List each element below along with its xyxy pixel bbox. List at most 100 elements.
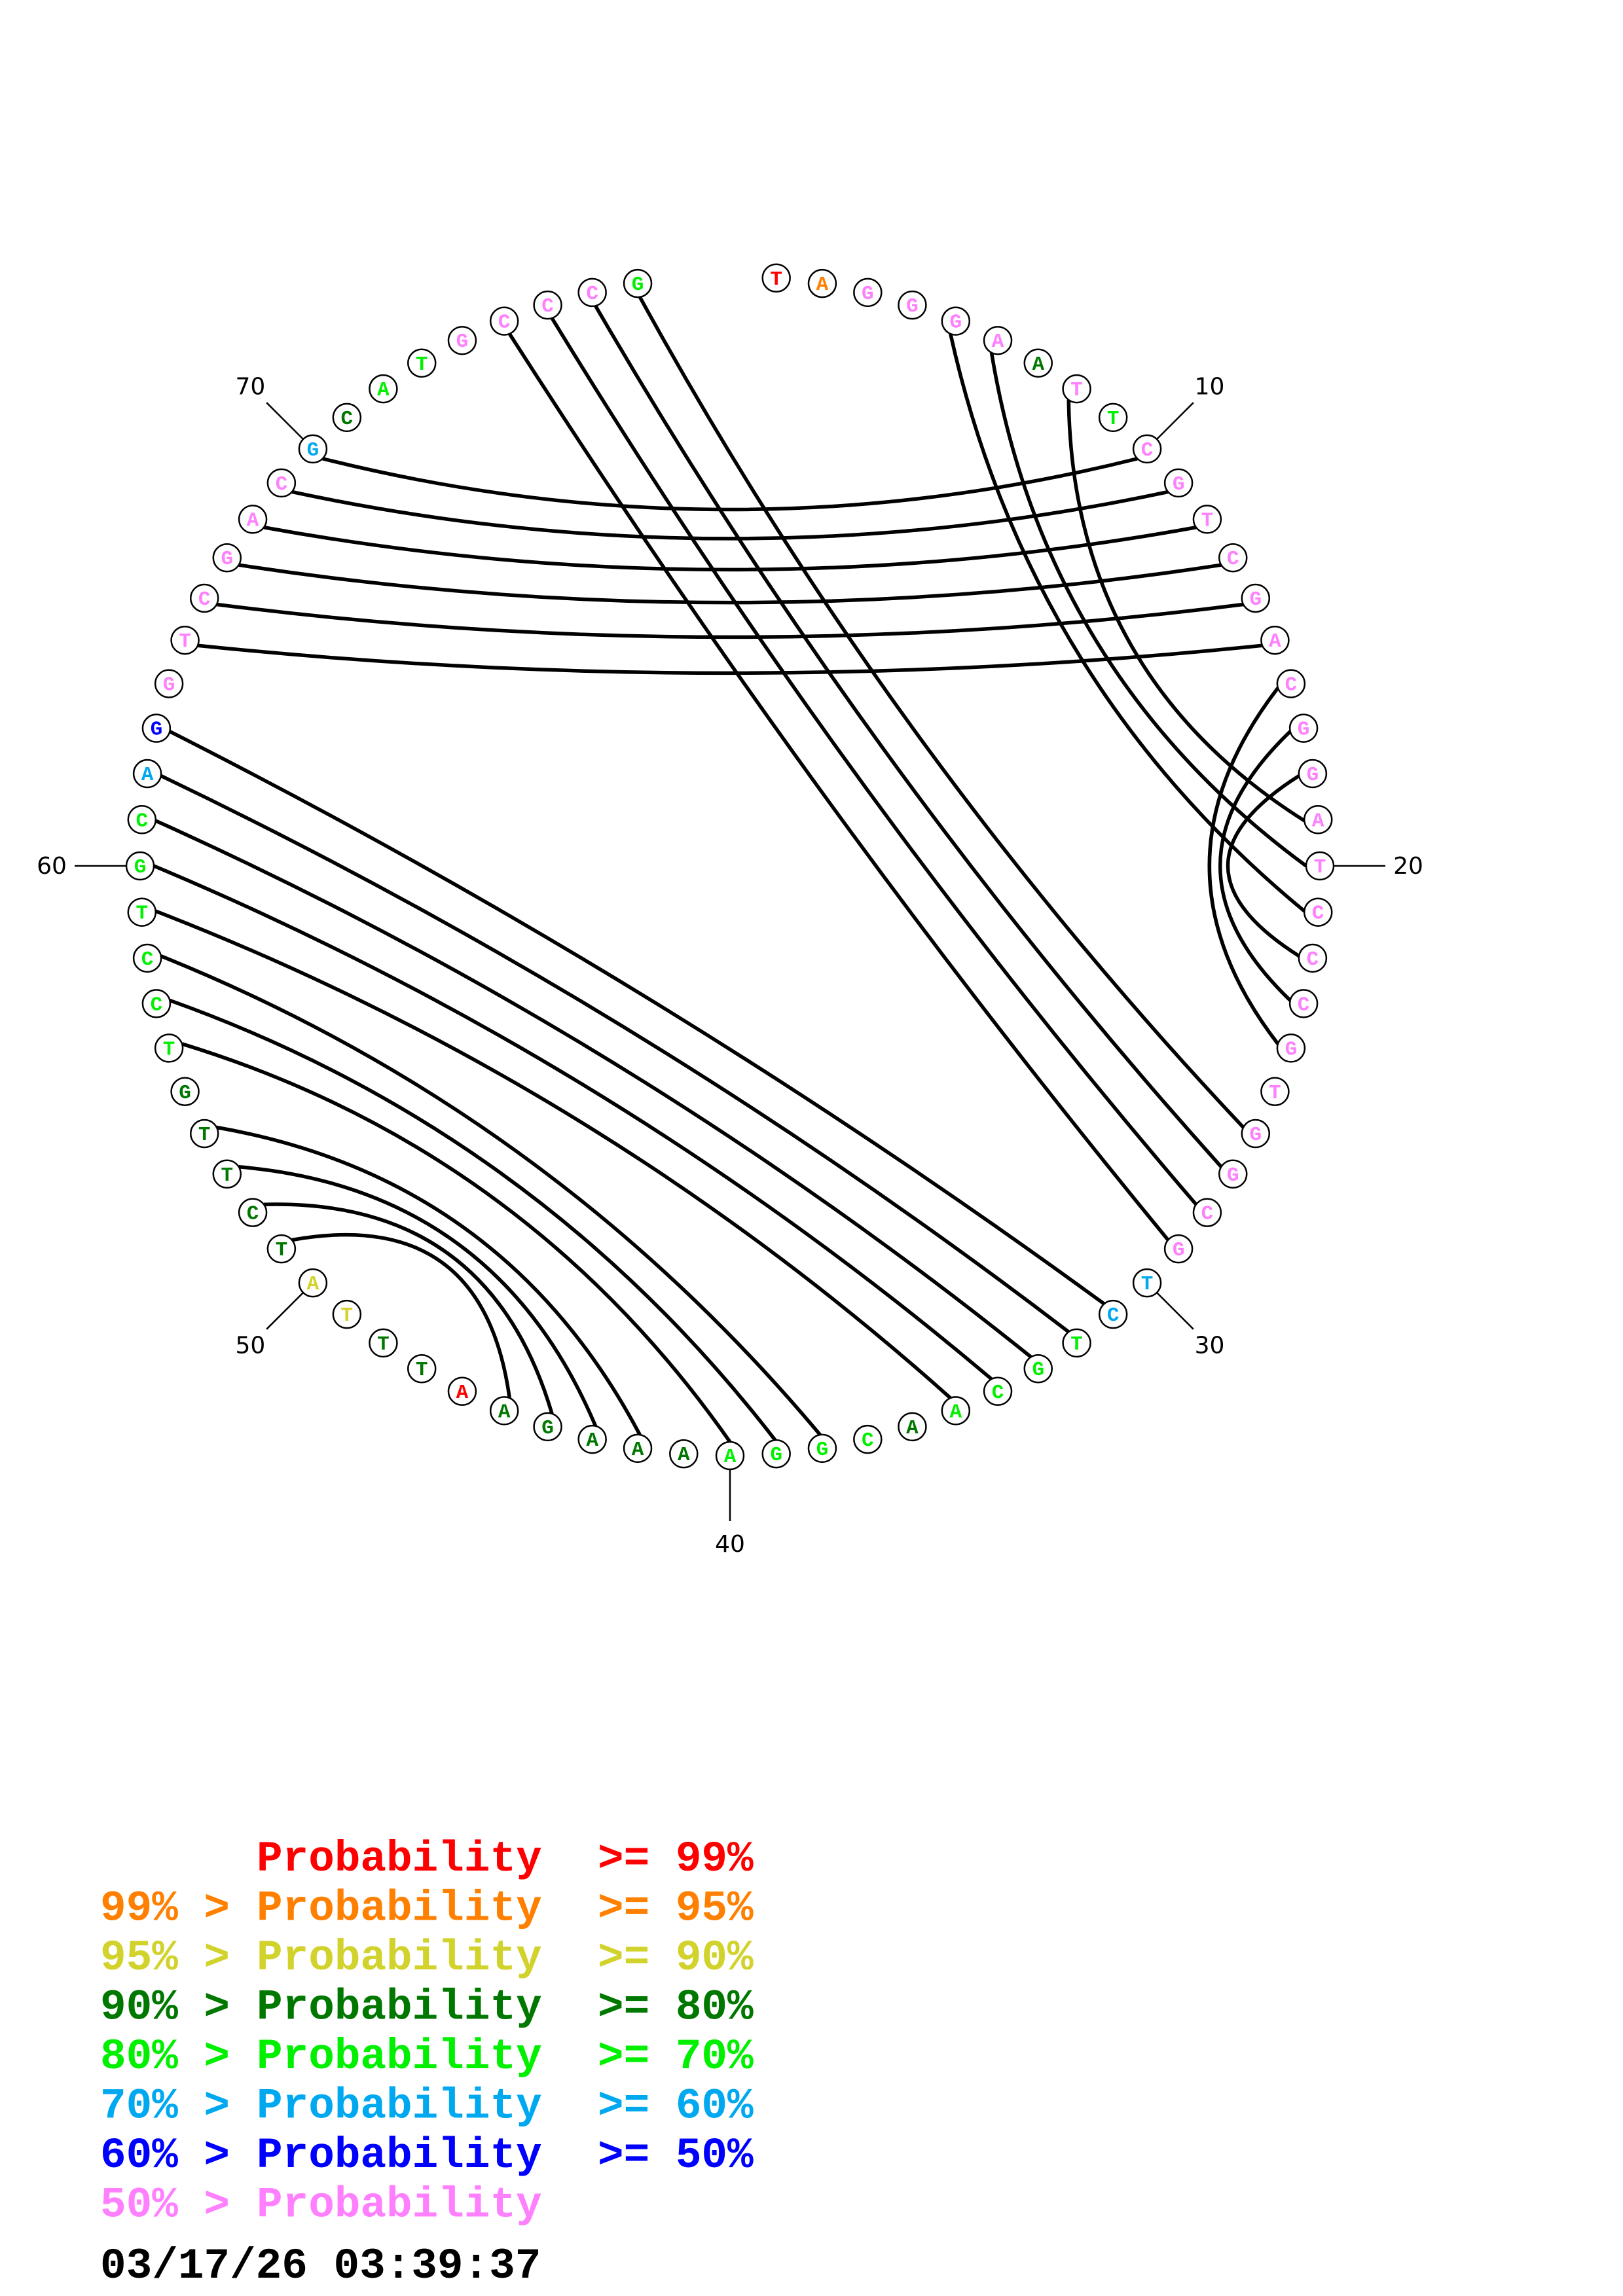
legend-label: Probability	[257, 1983, 542, 2032]
position-label: 60	[37, 853, 67, 880]
nucleotide-circle	[238, 1198, 268, 1227]
nucleotide-circle	[761, 263, 791, 293]
nucleotide-letter: T	[198, 1124, 211, 1147]
pair-arc-44-52	[263, 1202, 554, 1414]
nucleotide-circle	[1288, 989, 1319, 1018]
nucleotide: T	[761, 263, 791, 293]
nucleotide: A	[132, 759, 162, 789]
base-pair-arcs	[153, 296, 1307, 1443]
nucleotide-letter: G	[1227, 1164, 1239, 1187]
nucleotide-circle	[266, 468, 297, 498]
tick-line	[266, 1292, 304, 1330]
nucleotide-circle	[623, 1433, 653, 1463]
nucleotide: T	[266, 1234, 297, 1264]
position-ticks: 10 20 30 40 50 60 70	[37, 373, 1423, 1558]
nucleotide: T	[154, 1033, 184, 1063]
nucleotide-circle	[154, 669, 184, 698]
nucleotide-letter: A	[456, 1382, 469, 1405]
legend-prefix: 60% >	[100, 2131, 230, 2180]
legend-suffix: >= 70%	[598, 2032, 754, 2081]
nucleotide-circle	[898, 1412, 927, 1442]
nucleotide-circle	[1192, 505, 1222, 534]
pair-arc-35-59	[155, 909, 952, 1400]
nucleotide: G	[1163, 468, 1194, 498]
nucleotide: C	[1288, 989, 1319, 1018]
nucleotide-letter: C	[992, 1382, 1004, 1405]
position-label: 20	[1393, 853, 1423, 880]
legend-prefix: 99% >	[100, 1884, 230, 1933]
legend-suffix: >= 99%	[598, 1835, 754, 1884]
nucleotide-circle	[141, 989, 172, 1018]
tick-line	[1156, 1292, 1194, 1330]
nucleotide-letter: T	[770, 268, 782, 291]
probability-legend: Probability >= 99%99% > Probability >= 95%9…	[100, 1835, 754, 2230]
nucleotide: T	[1132, 1268, 1162, 1298]
nucleotide-letter: T	[1314, 856, 1326, 879]
nucleotide-letter: G	[179, 1082, 191, 1105]
nucleotide: A	[447, 1376, 477, 1407]
nucleotide-letter: G	[307, 439, 319, 462]
nucleotide: C	[1218, 543, 1248, 573]
nucleotide: T	[369, 1328, 398, 1358]
nucleotide-letter: G	[134, 856, 147, 879]
nucleotide: T	[1260, 1077, 1290, 1107]
legend-prefix: 50% >	[100, 2181, 230, 2230]
nucleotide: C	[127, 805, 157, 834]
nucleotide-letter: C	[1307, 948, 1319, 971]
legend-label: Probability	[257, 1884, 542, 1933]
nucleotide: C	[1132, 434, 1162, 464]
nucleotide: G	[1298, 759, 1328, 789]
nucleotide: T	[407, 1354, 437, 1384]
nucleotide: T	[170, 625, 200, 655]
nucleotide-letter: T	[1141, 1273, 1154, 1296]
nucleotide-letter: G	[1298, 719, 1310, 742]
nucleotide-letter: C	[341, 408, 354, 431]
nucleotide-circle	[1218, 543, 1248, 573]
nucleotide: C	[1192, 1198, 1222, 1227]
nucleotide: C	[141, 989, 172, 1018]
pair-arc-33-61	[155, 819, 1032, 1359]
nucleotide: C	[1276, 669, 1306, 698]
nucleotide-circle	[127, 897, 157, 927]
pair-arc-8-19	[1067, 400, 1305, 823]
nucleotide-letter: G	[1032, 1359, 1044, 1382]
nucleotide: G	[212, 543, 242, 573]
nucleotide-letter: A	[632, 1439, 644, 1462]
nucleotide: G	[125, 851, 155, 881]
nucleotide: G	[170, 1077, 200, 1107]
nucleotide-circle	[1098, 1299, 1128, 1329]
pair-arc-17-23	[1218, 730, 1292, 1002]
pair-arc-31-63	[169, 730, 1106, 1306]
nucleotide-circle	[132, 759, 162, 789]
nucleotide: C	[238, 1198, 268, 1227]
legend-label: Probability	[257, 2082, 542, 2131]
nucleotide-circle	[141, 713, 172, 743]
nucleotide: T	[1192, 505, 1222, 534]
nucleotide-circle	[807, 1433, 837, 1463]
nucleotide-circle	[1192, 1198, 1222, 1227]
nucleotide-circle	[332, 403, 362, 433]
nucleotide: G	[298, 434, 328, 464]
nucleotide: A	[369, 374, 398, 404]
nucleotide-circle	[447, 1376, 477, 1407]
legend-label: Probability	[257, 1933, 542, 1982]
tick-line	[1156, 402, 1194, 440]
nucleotide-letter: C	[141, 948, 154, 971]
nucleotide-circle	[533, 290, 562, 320]
nucleotide-circle	[407, 1354, 437, 1384]
nucleotide-letter: G	[221, 548, 233, 571]
nucleotide-circle	[1298, 943, 1328, 973]
pair-arc-13-67	[238, 563, 1222, 605]
nucleotide: T	[212, 1159, 242, 1189]
nucleotide-letter: A	[992, 331, 1004, 353]
nucleotide-letter: A	[724, 1446, 737, 1469]
pair-arc-12-68	[263, 526, 1197, 572]
legend-prefix: 80% >	[100, 2032, 230, 2081]
nucleotide-letter: G	[1249, 588, 1262, 611]
nucleotide-circle	[669, 1439, 699, 1469]
nucleotide: G	[1276, 1033, 1306, 1063]
legend-prefix: 95% >	[100, 1933, 230, 1982]
nucleotide: G	[154, 669, 184, 698]
nucleotide: A	[298, 1268, 328, 1298]
